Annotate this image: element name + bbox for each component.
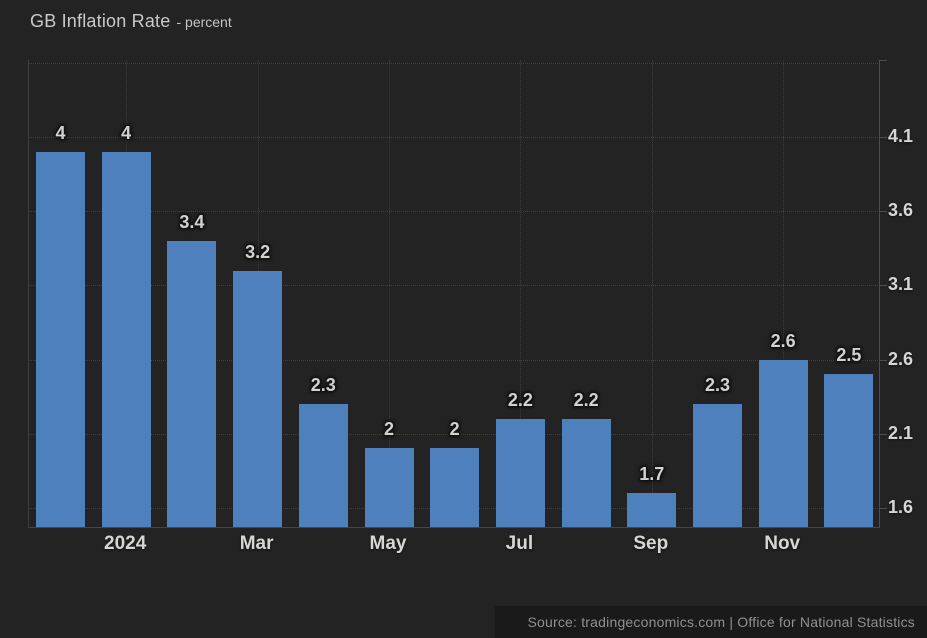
bar-value-label: 2.5 (836, 345, 862, 366)
y-tick-label: 3.1 (888, 274, 914, 295)
bar-value-label: 4 (121, 122, 132, 143)
y-tick-label: 1.6 (888, 496, 914, 517)
gridline-vertical (389, 60, 390, 527)
bar[interactable] (101, 151, 151, 527)
bar[interactable] (430, 448, 480, 527)
gridline-horizontal (29, 137, 880, 139)
bar-value-label: 2.2 (573, 389, 599, 410)
x-tick-label: Sep (633, 533, 669, 554)
bar-value-label: 2.6 (770, 330, 796, 351)
y-tick-mark (879, 60, 887, 61)
gridline-vertical (651, 60, 653, 527)
bar[interactable] (758, 359, 808, 527)
y-tick-mark (879, 137, 887, 139)
source-text: Source: tradingeconomics.com | Office fo… (527, 614, 915, 630)
bar[interactable] (693, 403, 742, 527)
bar-value-label: 2 (449, 419, 460, 440)
bar[interactable] (495, 418, 545, 527)
x-tick-label: May (369, 533, 407, 554)
bar[interactable] (824, 374, 874, 527)
y-axis-line (879, 60, 880, 527)
gridline-horizontal (29, 359, 880, 361)
chart-subtitle: - percent (176, 14, 232, 30)
y-tick-mark (879, 507, 887, 509)
gridline-vertical (783, 60, 785, 527)
bar[interactable] (167, 240, 217, 527)
gridline-horizontal (29, 63, 880, 64)
y-tick-mark (879, 359, 887, 361)
bar[interactable] (627, 492, 677, 527)
chart-header: GB Inflation Rate - percent (30, 11, 232, 32)
bar[interactable] (233, 270, 283, 527)
y-tick-label: 2.1 (888, 422, 914, 443)
gridline-horizontal (29, 285, 880, 287)
x-tick-label: 2024 (104, 533, 147, 554)
gridline-horizontal (29, 433, 880, 435)
x-tick-label: Jul (505, 533, 534, 554)
x-tick-label: Mar (239, 533, 274, 554)
gridline-horizontal (29, 211, 880, 213)
y-tick-label: 3.6 (888, 200, 914, 221)
gridline-vertical (520, 60, 522, 527)
source-bar: Source: tradingeconomics.com | Office fo… (495, 606, 927, 638)
y-tick-mark (879, 211, 887, 213)
y-tick-label: 4.1 (888, 126, 914, 147)
plot-area: 4 4 3.4 3.2 2.3 2 2 2.2 2.2 1.7 2.3 2.6 2.5 (28, 60, 880, 528)
bar-value-label: 2.3 (310, 374, 336, 395)
bar-value-label: 3.4 (179, 211, 205, 232)
bar-value-label: 1.7 (639, 463, 665, 484)
bar[interactable] (36, 151, 85, 527)
bar[interactable] (561, 418, 611, 527)
x-tick-label: Nov (764, 533, 801, 554)
bar-value-label: 3.2 (245, 241, 271, 262)
bar[interactable] (298, 403, 348, 527)
y-tick-label: 2.6 (888, 348, 914, 369)
bar-value-label: 2 (383, 419, 394, 440)
chart-title: GB Inflation Rate (30, 11, 171, 31)
y-tick-mark (879, 285, 887, 287)
bar-value-label: 4 (55, 122, 66, 143)
y-tick-mark (879, 433, 887, 435)
bar-value-label: 2.3 (704, 374, 731, 395)
bar[interactable] (364, 448, 414, 527)
bar-value-label: 2.2 (507, 389, 533, 410)
